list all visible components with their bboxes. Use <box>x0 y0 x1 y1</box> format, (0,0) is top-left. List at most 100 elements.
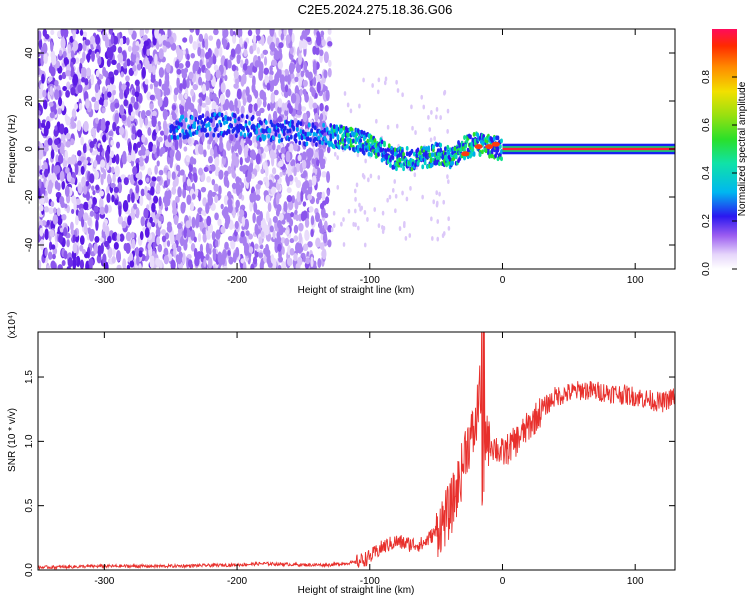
spectrogram-cell <box>232 207 236 219</box>
spectrogram-cell <box>58 49 63 57</box>
spectrogram-cell <box>201 102 207 108</box>
signal-cell <box>384 148 388 154</box>
spectrogram-cell <box>74 163 79 176</box>
spectrogram-cell <box>123 99 129 107</box>
spectrogram-cell <box>289 247 295 256</box>
spectrogram-cell <box>307 241 313 248</box>
spectrogram-cell <box>211 101 217 111</box>
signal-cell <box>183 134 187 140</box>
spectrogram-cell <box>181 119 186 132</box>
signal-cell <box>422 146 426 151</box>
spectrogram-cell <box>106 151 110 164</box>
signal-cell <box>227 129 231 134</box>
signal-cell <box>246 127 250 133</box>
signal-cell <box>393 147 397 153</box>
spectrogram-cell <box>97 79 102 85</box>
signal-cell <box>496 135 500 141</box>
spectrogram-cell <box>52 207 57 214</box>
signal-cell <box>488 153 492 159</box>
spectrogram-cell <box>65 90 70 98</box>
spectrogram-cell <box>72 242 78 254</box>
spectrogram-cell <box>252 190 257 203</box>
signal-cell <box>317 135 321 141</box>
spectrogram-cell <box>429 137 433 143</box>
spectrogram-cell <box>205 95 209 106</box>
spectrogram-cell <box>156 160 160 167</box>
spectrogram-cell <box>318 218 323 231</box>
spectrogram-cell <box>304 218 310 228</box>
spectrogram-cell <box>166 224 173 233</box>
spectrogram-x-label: Height of straight line (km) <box>298 285 415 296</box>
spectrogram-cell <box>107 91 112 98</box>
spectrogram-cell <box>225 89 231 98</box>
signal-cell <box>347 132 351 138</box>
signal-cell <box>424 146 428 151</box>
spectrogram-cell <box>186 194 192 205</box>
spectrogram-cell <box>158 196 162 207</box>
spectrogram-cell <box>114 199 119 206</box>
spectrogram-cell <box>151 176 157 182</box>
spectrogram-cell <box>89 210 95 217</box>
signal-cell <box>478 152 482 158</box>
signal-cell <box>174 135 177 141</box>
spectrogram-cell <box>278 213 284 221</box>
signal-cell <box>496 146 500 151</box>
spectrogram-cell <box>44 248 48 257</box>
spectrogram-cell <box>100 159 106 168</box>
signal-cell <box>352 138 355 144</box>
signal-cell <box>267 133 271 139</box>
spectrogram-cell <box>185 78 190 89</box>
spectrogram-cell <box>191 193 196 200</box>
spectrogram-cell <box>144 227 150 238</box>
spectrogram-cell <box>255 153 261 165</box>
spectrogram-cell <box>395 79 398 85</box>
signal-cell <box>430 152 434 158</box>
spectrogram-cell <box>127 29 134 36</box>
spectrogram-cell <box>161 235 167 243</box>
spectrogram-cell <box>79 207 85 219</box>
spectrogram-cell <box>315 237 321 248</box>
spectrogram-cell <box>270 104 274 112</box>
spectrogram-cell <box>104 240 109 248</box>
spectrogram-cell <box>135 173 141 179</box>
spectrogram-cell <box>436 219 440 224</box>
spectrogram-cell <box>106 46 111 58</box>
spectrogram-cell <box>174 138 179 151</box>
spectrogram-cell <box>196 213 200 224</box>
spectrogram-cell <box>56 207 61 217</box>
spectrogram-cell <box>149 216 153 224</box>
spectrogram-cell <box>157 96 163 108</box>
spectrogram-cell <box>61 71 67 80</box>
signal-cell <box>188 125 192 131</box>
signal-cell <box>362 150 366 156</box>
spectrogram-cell <box>289 218 294 227</box>
spectrogram-cell <box>172 200 177 211</box>
x-tick-label: -100 <box>360 576 380 587</box>
spectrogram-cell <box>291 32 295 43</box>
spectrogram-cell <box>157 243 163 253</box>
spectrogram-cell <box>60 37 66 50</box>
spectrogram-cell <box>230 103 235 113</box>
spectrogram-cell <box>259 89 265 100</box>
spectrogram-cell <box>276 203 282 213</box>
spectrogram-cell <box>324 85 328 92</box>
signal-cell <box>397 153 401 159</box>
spectrogram-cell <box>144 78 149 85</box>
spectrogram-cell <box>401 190 404 196</box>
signal-cell <box>178 132 182 138</box>
spectrogram-cell <box>140 144 145 153</box>
spectrogram-cell <box>246 94 252 103</box>
spectrogram-cell <box>102 221 106 232</box>
spectrogram-cell <box>205 69 211 82</box>
spectrogram-cell <box>324 55 329 61</box>
colorbar-tick-label: 0.8 <box>701 70 712 84</box>
spectrogram-cell <box>61 101 65 112</box>
spectrogram-cell <box>114 102 120 109</box>
spectrogram-cell <box>100 123 106 132</box>
spectrogram-cell <box>302 201 307 207</box>
spectrogram-cell <box>83 159 89 166</box>
signal-cell <box>359 147 363 152</box>
spectrogram-cell <box>308 206 314 213</box>
spectrogram-cell <box>81 77 86 83</box>
y-tick-label: 20 <box>24 95 35 107</box>
